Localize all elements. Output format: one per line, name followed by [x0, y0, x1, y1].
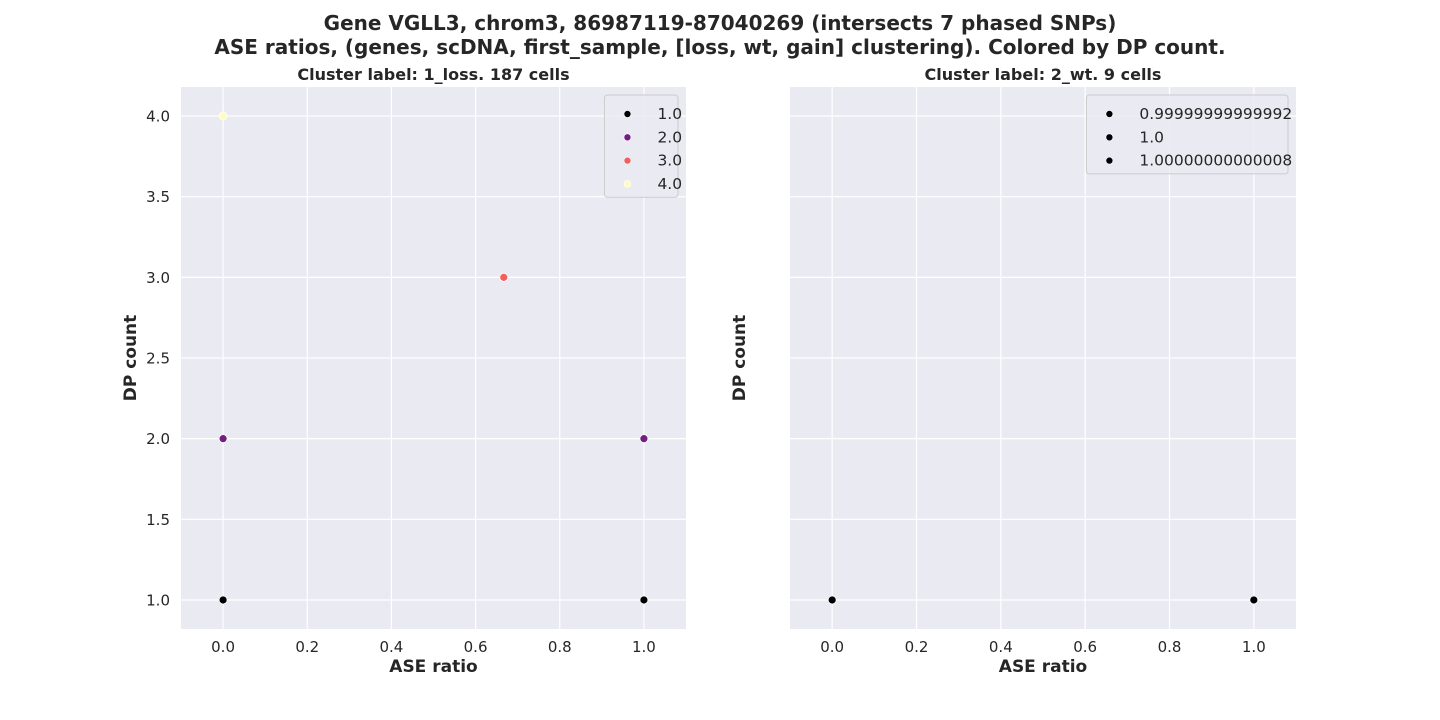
legend-box: [603, 94, 679, 198]
data-point: [639, 434, 649, 444]
legend-label: 1.0: [657, 105, 682, 123]
legend-marker: [623, 156, 632, 165]
legend-box: [1085, 94, 1289, 175]
data-point: [1249, 595, 1259, 605]
x-tick-label: 0.0: [211, 638, 235, 656]
legend-marker: [623, 133, 632, 142]
x-tick-label: 0.4: [379, 638, 403, 656]
y-tick-label: 3.5: [146, 188, 170, 206]
legend-marker: [1105, 110, 1114, 118]
legend-label: 0.99999999999992: [1139, 105, 1292, 123]
legend-marker: [623, 110, 632, 118]
x-tick-label: 1.0: [1242, 638, 1266, 656]
figure-title-line1: Gene VGLL3, chrom3, 86987119-87040269 (i…: [324, 11, 1117, 35]
data-point: [218, 111, 228, 121]
legend-marker: [1105, 156, 1114, 165]
x-axis-label: ASE ratio: [999, 657, 1087, 677]
legend-label: 2.0: [657, 128, 682, 146]
y-axis-label: DP count: [121, 315, 141, 402]
legend-label: 1.0: [1139, 128, 1164, 146]
y-tick-label: 4.0: [146, 108, 170, 126]
data-point: [499, 272, 509, 282]
x-tick-label: 0.2: [905, 638, 929, 656]
legend-label: 1.00000000000008: [1139, 152, 1292, 170]
y-tick-label: 2.5: [146, 350, 170, 368]
x-tick-label: 0.6: [464, 638, 488, 656]
data-point: [639, 595, 649, 605]
legend-label: 4.0: [657, 175, 682, 193]
panel-1-loss: 0.0 0.2 0.4 0.6 0.8 1.0 1.0 1.5 2.0 2.5 3.0 3.5 4.0 C…: [121, 65, 686, 677]
legend: 1.0 2.0 3.0 4.0: [603, 94, 682, 198]
x-tick-label: 0.4: [989, 638, 1013, 656]
data-point: [218, 595, 228, 605]
y-tick-label: 1.0: [146, 591, 170, 609]
x-tick-label: 0.0: [820, 638, 844, 656]
x-tick-label: 1.0: [632, 638, 656, 656]
legend-marker: [623, 180, 632, 188]
y-tick-label: 1.5: [146, 511, 170, 529]
x-tick-label: 0.8: [548, 638, 572, 656]
x-tick-label: 0.2: [295, 638, 319, 656]
x-tick-label: 0.8: [1158, 638, 1182, 656]
y-tick-label: 2.0: [146, 430, 170, 448]
data-point: [827, 595, 837, 605]
legend: 0.99999999999992 1.0 1.00000000000008: [1085, 94, 1292, 175]
panel-title: Cluster label: 2_wt. 9 cells: [925, 65, 1162, 84]
y-tick-label: 3.0: [146, 269, 170, 287]
data-point: [218, 434, 228, 444]
x-axis-label: ASE ratio: [389, 657, 477, 677]
figure-title-line2: ASE ratios, (genes, scDNA, first_sample,…: [214, 35, 1225, 59]
panel-2-wt: 0.0 0.2 0.4 0.6 0.8 1.0 Cluster label: 2_wt. 9…: [730, 65, 1296, 677]
panel-title: Cluster label: 1_loss. 187 cells: [297, 65, 569, 84]
legend-label: 3.0: [657, 152, 682, 170]
y-axis-label: DP count: [730, 315, 750, 402]
legend-marker: [1105, 133, 1114, 142]
x-tick-label: 0.6: [1073, 638, 1097, 656]
